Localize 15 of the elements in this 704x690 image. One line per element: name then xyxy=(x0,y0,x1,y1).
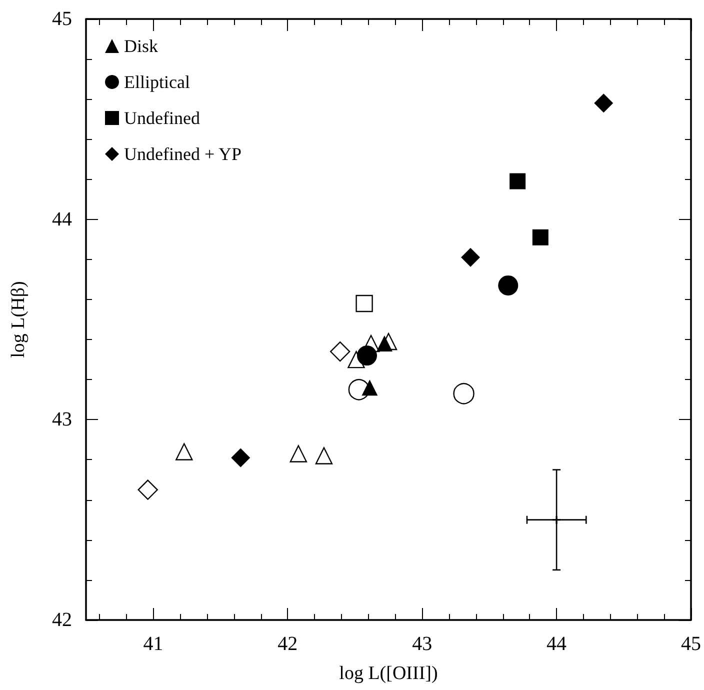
legend-label: Disk xyxy=(124,36,158,56)
y-tick-label: 44 xyxy=(52,208,72,230)
x-tick-label: 41 xyxy=(143,633,164,655)
legend-label: Elliptical xyxy=(124,72,190,92)
x-axis-title: log L([OIII]) xyxy=(339,663,438,684)
legend-label: Undefined xyxy=(124,108,200,128)
y-axis-title: log L(Hβ) xyxy=(8,281,29,358)
y-tick-label: 42 xyxy=(52,609,72,631)
x-tick-label: 45 xyxy=(681,633,701,655)
x-tick-label: 43 xyxy=(412,633,432,655)
x-tick-label: 44 xyxy=(546,633,567,655)
y-tick-label: 45 xyxy=(52,8,72,30)
y-tick-label: 43 xyxy=(52,408,72,431)
x-tick-label: 42 xyxy=(278,633,298,655)
legend-label: Undefined + YP xyxy=(124,144,242,164)
